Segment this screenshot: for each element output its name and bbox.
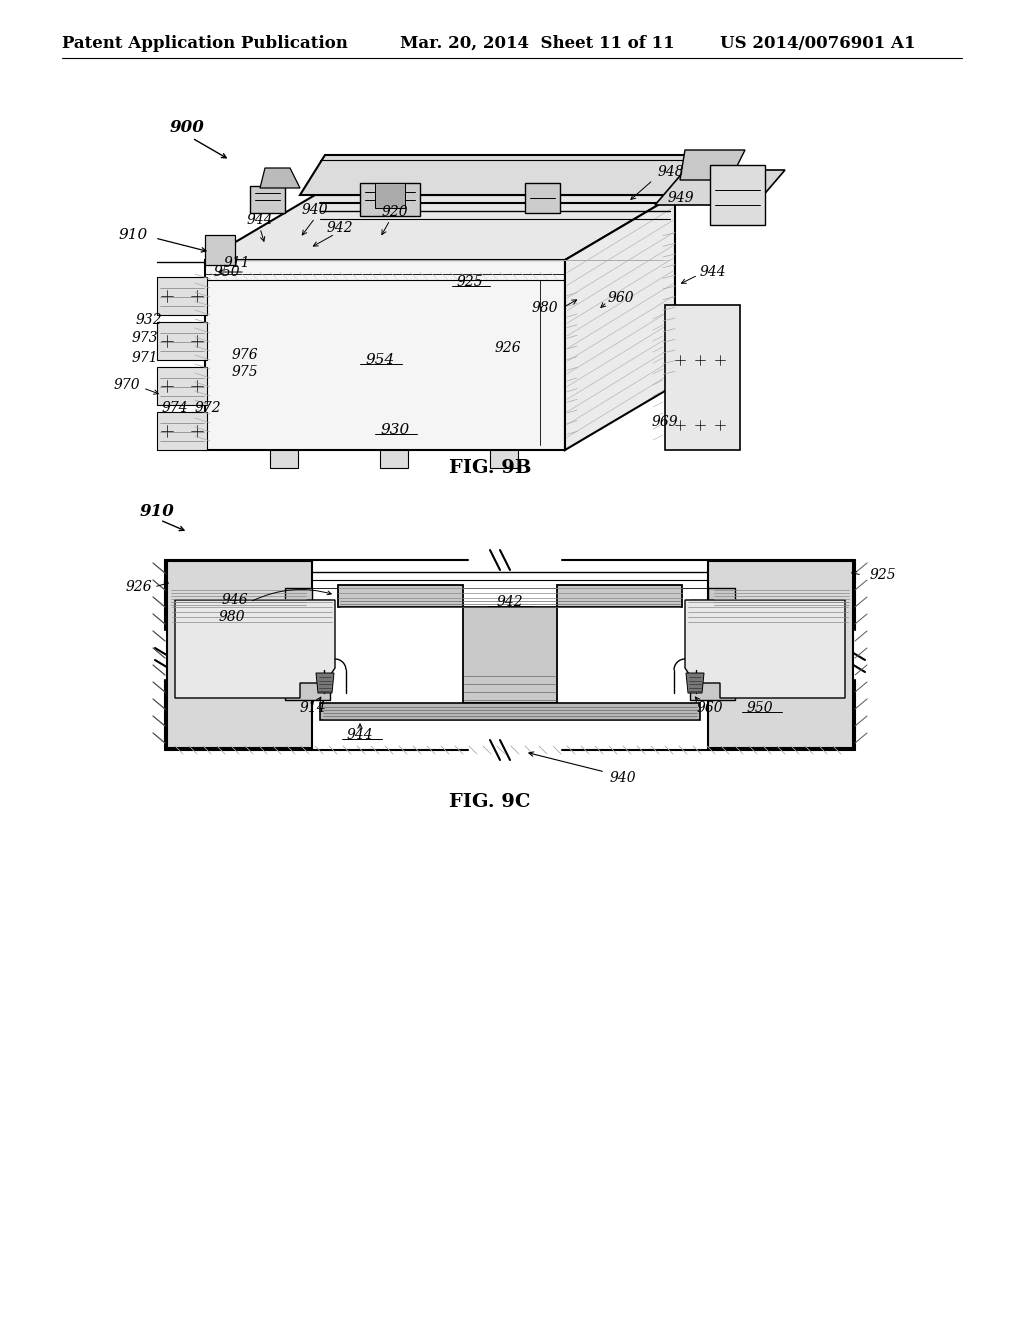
Text: 940: 940 <box>610 771 637 785</box>
Text: FIG. 9B: FIG. 9B <box>449 459 531 477</box>
Polygon shape <box>157 412 207 450</box>
Text: 949: 949 <box>668 191 694 205</box>
Text: 932: 932 <box>135 313 162 327</box>
Text: 910: 910 <box>140 503 175 520</box>
Text: 914: 914 <box>300 701 327 715</box>
Text: 940: 940 <box>302 203 329 216</box>
Polygon shape <box>300 154 715 195</box>
Polygon shape <box>157 367 207 405</box>
Polygon shape <box>270 450 298 469</box>
Text: 930: 930 <box>380 422 410 437</box>
Text: 942: 942 <box>327 220 353 235</box>
Polygon shape <box>175 601 335 698</box>
Text: 944: 944 <box>247 213 273 227</box>
Polygon shape <box>260 168 300 187</box>
Polygon shape <box>205 260 565 450</box>
Text: 920: 920 <box>382 205 409 219</box>
Polygon shape <box>708 561 853 748</box>
Text: 900: 900 <box>170 119 205 136</box>
Polygon shape <box>690 587 735 700</box>
Text: 925: 925 <box>870 568 897 582</box>
Polygon shape <box>157 322 207 360</box>
Polygon shape <box>686 673 705 693</box>
Circle shape <box>507 680 513 686</box>
Text: US 2014/0076901 A1: US 2014/0076901 A1 <box>720 34 915 51</box>
Polygon shape <box>525 183 560 213</box>
Text: 946: 946 <box>221 593 248 607</box>
Text: Mar. 20, 2014  Sheet 11 of 11: Mar. 20, 2014 Sheet 11 of 11 <box>400 34 675 51</box>
Polygon shape <box>665 305 740 450</box>
Polygon shape <box>490 450 518 469</box>
Polygon shape <box>250 186 285 213</box>
Text: 944: 944 <box>347 729 374 742</box>
Text: 926: 926 <box>495 341 521 355</box>
Text: 980: 980 <box>218 610 245 624</box>
Polygon shape <box>319 704 700 719</box>
Polygon shape <box>205 195 675 260</box>
Text: 976: 976 <box>232 348 259 362</box>
Text: 948: 948 <box>658 165 685 180</box>
Polygon shape <box>375 183 406 209</box>
Polygon shape <box>710 165 765 224</box>
Polygon shape <box>380 450 408 469</box>
Text: Patent Application Publication: Patent Application Publication <box>62 34 348 51</box>
Polygon shape <box>205 235 234 265</box>
Polygon shape <box>316 673 334 693</box>
Text: 980: 980 <box>531 301 558 315</box>
Polygon shape <box>680 150 745 180</box>
Text: 944: 944 <box>700 265 727 279</box>
Text: 970: 970 <box>114 378 140 392</box>
Text: 950: 950 <box>746 701 773 715</box>
Polygon shape <box>565 195 675 450</box>
Text: 973: 973 <box>131 331 158 345</box>
Polygon shape <box>360 183 420 216</box>
Text: 974: 974 <box>162 401 188 414</box>
Text: FIG. 9C: FIG. 9C <box>450 793 530 810</box>
Text: 969: 969 <box>652 414 679 429</box>
Polygon shape <box>157 277 207 315</box>
Polygon shape <box>685 601 845 698</box>
Text: 942: 942 <box>497 595 523 609</box>
Text: 926: 926 <box>125 579 152 594</box>
Text: 975: 975 <box>232 366 259 379</box>
Text: 960: 960 <box>696 701 723 715</box>
Text: 911: 911 <box>223 256 250 271</box>
Text: 925: 925 <box>457 275 483 289</box>
Text: 971: 971 <box>131 351 158 366</box>
Text: 954: 954 <box>366 352 394 367</box>
Polygon shape <box>338 585 682 704</box>
Text: 972: 972 <box>195 401 221 414</box>
Polygon shape <box>655 170 785 205</box>
Polygon shape <box>285 587 330 700</box>
Text: 960: 960 <box>608 290 635 305</box>
Text: 910: 910 <box>119 228 148 242</box>
Text: 950: 950 <box>213 265 240 279</box>
Polygon shape <box>167 561 312 748</box>
